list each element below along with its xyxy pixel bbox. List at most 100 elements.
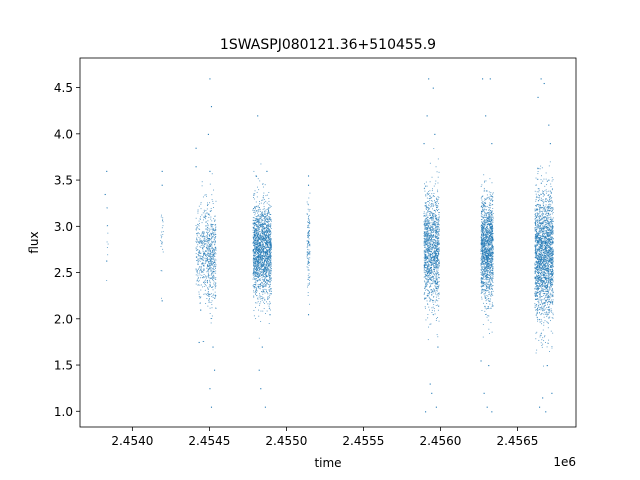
data-point [427,219,429,221]
data-point [264,278,266,280]
data-point [483,237,485,239]
data-point [264,285,266,286]
data-point [207,276,209,278]
data-point [436,259,438,261]
data-point [268,210,270,212]
data-point [258,228,260,230]
data-point [428,245,430,247]
data-point [267,208,269,210]
data-point [489,212,491,214]
data-point [433,281,435,283]
data-point [433,212,434,214]
data-point [425,255,427,257]
data-point [491,223,493,225]
data-point [435,226,437,228]
data-point [264,259,266,261]
data-point [212,236,214,238]
data-point [262,290,264,292]
data-point [486,217,488,219]
data-point [308,219,310,221]
data-point [266,217,268,219]
data-point [257,253,259,255]
data-point [431,293,433,295]
data-point [261,247,262,249]
data-point [433,258,435,260]
data-point [208,274,209,276]
data-point [267,247,269,249]
data-point [270,233,271,235]
data-point [435,253,437,255]
data-point [213,264,215,266]
data-point [424,289,426,291]
data-point [258,221,260,223]
data-point [211,231,213,233]
data-point [437,238,439,240]
data-point [162,219,164,221]
data-point [267,249,269,251]
data-point [435,290,437,291]
data-point [259,246,261,248]
data-point [488,198,490,200]
data-point [202,236,204,238]
data-point [209,265,211,266]
data-point [213,266,215,268]
data-point [211,264,213,266]
data-point [427,258,429,260]
data-point [210,261,212,262]
data-point [256,205,258,207]
data-point [425,244,427,246]
data-point [488,251,490,253]
data-point [425,257,427,258]
data-point [307,232,308,234]
data-point [266,263,267,265]
data-point [427,222,429,224]
data-point [491,214,493,216]
data-point [268,234,270,236]
data-point [196,260,198,262]
data-point [269,243,271,245]
data-point [261,260,263,262]
data-point [257,178,259,180]
data-point [433,300,435,301]
data-point [425,195,427,197]
data-point [488,244,490,246]
data-point [430,217,432,219]
data-point [265,239,266,240]
data-point [255,291,257,293]
data-point [211,234,213,236]
data-point [486,190,488,192]
data-point [215,272,217,274]
data-point [482,209,484,210]
data-point [214,243,216,245]
data-point [261,223,263,225]
data-point [480,259,482,261]
data-point [198,228,200,230]
data-point [268,212,270,214]
data-point [483,255,485,257]
data-point [308,227,310,229]
data-point [209,281,211,283]
data-point [492,256,494,257]
data-point [490,243,492,245]
data-point [434,254,436,256]
data-point [206,267,208,269]
data-point [263,206,265,207]
data-point [261,237,262,239]
data-point [489,300,491,302]
data-point [437,250,439,252]
data-point [202,231,204,233]
data-point [309,282,310,284]
data-point [261,258,263,260]
data-point [432,231,434,233]
data-point [426,261,427,263]
data-point [425,284,427,286]
data-point [268,259,270,261]
data-point [263,262,264,264]
data-point [491,304,493,306]
data-point [254,235,255,236]
data-point [213,241,215,243]
data-point [161,297,162,299]
data-point [256,269,258,271]
data-point [435,275,437,277]
data-point [488,294,490,295]
